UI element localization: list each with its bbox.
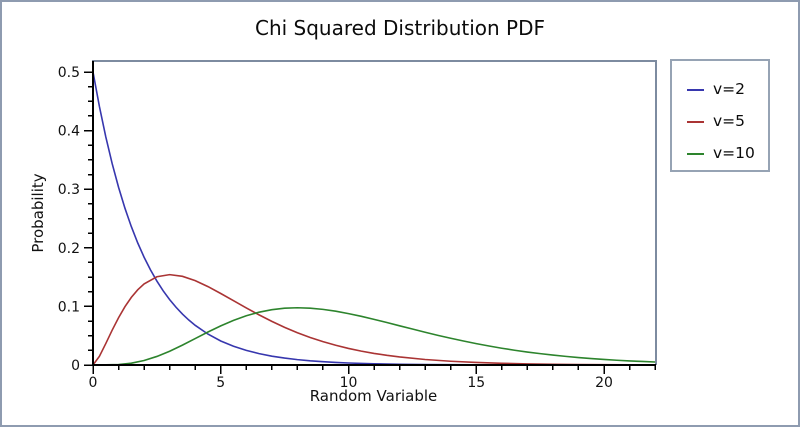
- curve-v5: [93, 273, 656, 365]
- y-axis-label: Probability: [29, 173, 47, 253]
- legend-label-v5: v=5: [713, 111, 746, 130]
- legend-label-v2: v=2: [713, 79, 746, 98]
- y-tick-label: 0.3: [58, 182, 80, 198]
- legend-entry-v5: v=5: [687, 112, 768, 131]
- curve-v2: [93, 71, 656, 365]
- y-tick-label: 0.2: [58, 241, 80, 257]
- ticks: [84, 71, 656, 374]
- legend-label-v10: v=10: [713, 143, 755, 162]
- legend-line-sample-v5: [687, 120, 704, 123]
- legend: v=2 v=5 v=10: [670, 59, 770, 172]
- curve-v10: [93, 306, 656, 365]
- legend-line-sample-v2: [687, 88, 704, 91]
- axes: [92, 61, 656, 366]
- tick-labels: 0 5 10 15 20 0 0.1 0.2 0.3 0.4 0.5: [58, 65, 613, 391]
- x-tick-label: 15: [467, 375, 485, 391]
- y-tick-label: 0.4: [58, 124, 80, 140]
- legend-entry-v2: v=2: [687, 80, 768, 99]
- chart-title: Chi Squared Distribution PDF: [254, 16, 546, 40]
- curves: [93, 71, 656, 365]
- y-tick-label: 0: [71, 358, 80, 374]
- x-tick-label: 5: [216, 375, 225, 391]
- x-axis-label: Random Variable: [309, 387, 438, 405]
- legend-line-sample-v10: [687, 152, 704, 155]
- x-tick-label: 20: [595, 375, 613, 391]
- x-tick-label: 10: [340, 375, 358, 391]
- legend-entry-v10: v=10: [687, 144, 768, 163]
- y-tick-label: 0.1: [58, 299, 80, 315]
- plot-frame: [92, 60, 657, 365]
- x-tick-label: 0: [89, 375, 98, 391]
- y-tick-label: 0.5: [58, 65, 80, 81]
